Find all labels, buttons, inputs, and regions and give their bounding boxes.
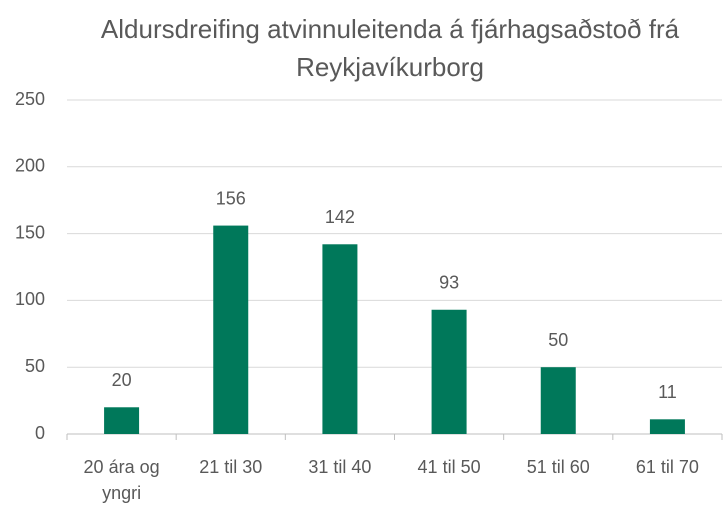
x-tick-label: 41 til 50 <box>417 457 481 477</box>
bar <box>104 407 140 434</box>
bar <box>540 367 576 434</box>
data-label: 20 <box>112 370 132 390</box>
bar <box>322 244 358 434</box>
y-tick-label: 150 <box>15 222 45 242</box>
x-tick-label: 20 ára og yngri <box>83 457 160 503</box>
x-tick-label: 61 til 70 <box>635 457 699 477</box>
x-tick-label: 21 til 30 <box>199 457 263 477</box>
y-tick-label: 100 <box>15 289 45 309</box>
y-tick-label: 0 <box>35 423 45 443</box>
y-tick-label: 250 <box>15 89 45 109</box>
data-label: 93 <box>439 273 459 293</box>
data-label: 156 <box>216 188 246 208</box>
bar <box>649 419 685 434</box>
bar <box>213 225 249 434</box>
data-label: 142 <box>325 207 355 227</box>
data-label: 50 <box>548 330 568 350</box>
x-tick-label: 31 til 40 <box>308 457 372 477</box>
y-tick-label: 50 <box>25 356 45 376</box>
x-tick-label: 51 til 60 <box>526 457 590 477</box>
chart-title: Aldursdreifing atvinnuleitenda á fjárhag… <box>100 14 680 82</box>
data-label: 11 <box>658 382 677 402</box>
y-tick-label: 200 <box>15 156 45 176</box>
bar <box>431 309 467 434</box>
